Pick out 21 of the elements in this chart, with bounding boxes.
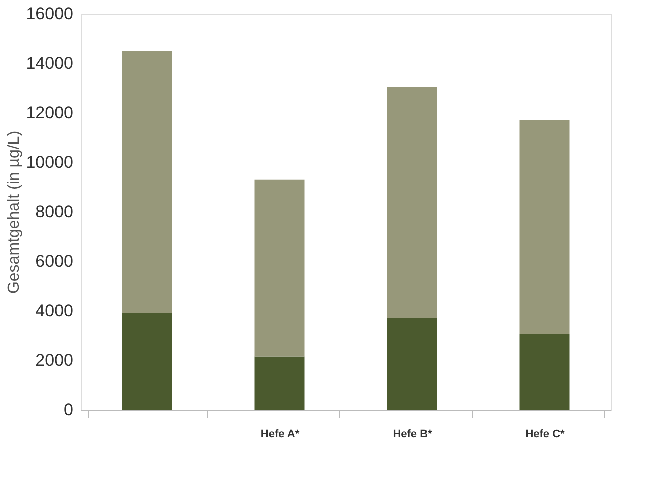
bar (254, 356, 305, 410)
y-tick-label: 16000 (26, 4, 74, 24)
y-tick-label: 10000 (26, 153, 74, 172)
y-tick-label: 4000 (36, 302, 74, 320)
y-tick-label: 0 (64, 400, 74, 420)
x-tick-label: Hefe B* (393, 428, 434, 440)
y-tick-label: 2000 (36, 351, 74, 370)
y-tick-label: 12000 (26, 104, 74, 122)
bar (387, 87, 438, 318)
bar (520, 334, 570, 410)
bar (122, 51, 172, 314)
x-tick-label: Hefe A* (260, 428, 300, 440)
y-axis-title: Gesamtgehalt (in µg/L) (6, 130, 24, 294)
bar (520, 120, 570, 335)
bar (254, 180, 305, 357)
bar (122, 313, 172, 410)
y-tick-label: 6000 (36, 252, 74, 271)
y-tick-label: 14000 (26, 54, 74, 73)
x-tick-label: Hefe C* (526, 428, 566, 440)
y-tick-label: 8000 (36, 202, 74, 222)
bar (387, 318, 438, 410)
